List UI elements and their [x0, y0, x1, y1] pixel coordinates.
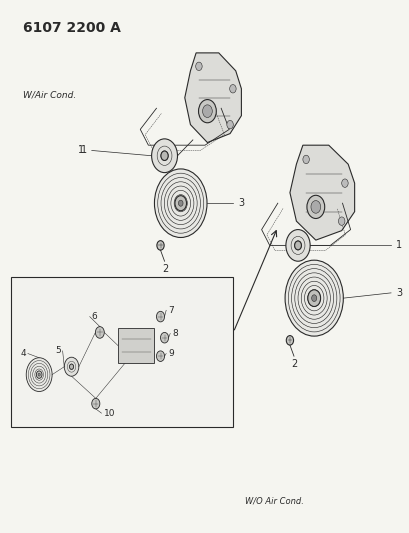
Circle shape [178, 200, 182, 206]
Circle shape [198, 100, 216, 123]
Text: W/Air Cond.: W/Air Cond. [23, 91, 76, 100]
Text: 5: 5 [55, 346, 61, 356]
Text: 1: 1 [77, 146, 83, 156]
Text: 6107 2200 A: 6107 2200 A [23, 21, 121, 35]
Circle shape [306, 195, 324, 219]
Circle shape [69, 364, 73, 369]
Circle shape [38, 373, 40, 376]
Circle shape [302, 155, 309, 164]
Circle shape [202, 105, 212, 117]
Bar [118, 328, 154, 363]
Circle shape [195, 62, 202, 70]
Circle shape [284, 260, 342, 336]
Circle shape [229, 85, 236, 93]
Circle shape [26, 358, 52, 392]
Text: 1: 1 [395, 240, 401, 251]
Circle shape [311, 295, 316, 302]
Circle shape [156, 311, 164, 322]
Text: 9: 9 [168, 349, 173, 358]
Text: 6: 6 [92, 312, 97, 321]
Circle shape [151, 139, 177, 173]
Circle shape [175, 196, 186, 211]
Text: 3: 3 [238, 198, 244, 208]
Circle shape [92, 398, 100, 409]
Circle shape [310, 200, 320, 213]
Circle shape [161, 151, 168, 160]
Circle shape [95, 327, 104, 338]
Text: 8: 8 [172, 329, 178, 338]
Polygon shape [184, 53, 241, 142]
Text: 1: 1 [81, 146, 87, 156]
Text: 2: 2 [162, 264, 168, 274]
Text: 10: 10 [103, 409, 115, 418]
Circle shape [157, 241, 164, 250]
Text: W/O Air Cond.: W/O Air Cond. [245, 497, 303, 506]
Circle shape [64, 357, 79, 376]
Polygon shape [289, 145, 354, 240]
Circle shape [341, 179, 347, 188]
Circle shape [285, 336, 293, 345]
Text: 3: 3 [395, 288, 401, 298]
Circle shape [226, 120, 233, 129]
Text: 2: 2 [291, 359, 297, 369]
Bar [11, 277, 233, 427]
Circle shape [156, 351, 164, 361]
Text: 7: 7 [168, 306, 173, 315]
Circle shape [285, 230, 309, 261]
Circle shape [154, 169, 207, 238]
Text: 4: 4 [20, 349, 26, 358]
Circle shape [36, 371, 42, 378]
Circle shape [307, 290, 320, 306]
Circle shape [160, 333, 168, 343]
Circle shape [294, 241, 301, 250]
Circle shape [338, 217, 344, 225]
